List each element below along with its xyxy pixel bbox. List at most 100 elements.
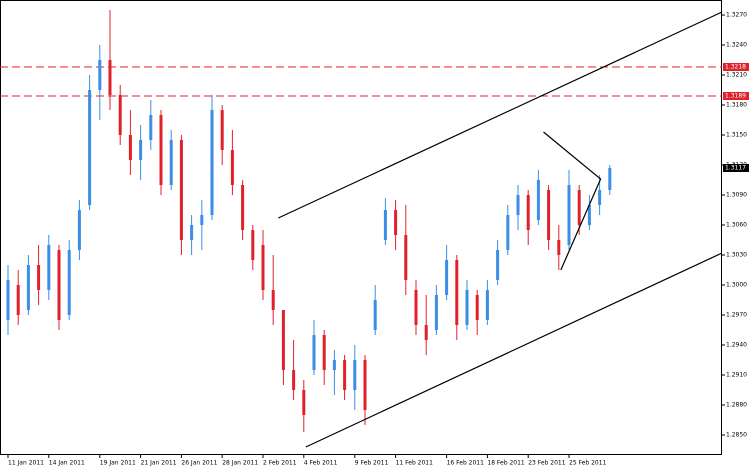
- candle-body: [404, 235, 408, 280]
- candle-body: [332, 360, 336, 370]
- candle-body: [210, 110, 214, 215]
- candle-body: [190, 225, 194, 240]
- trend-line: [278, 11, 723, 219]
- x-tick-label: 26 Jan 2011: [181, 460, 217, 467]
- x-tick-label: 11 Jan 2011: [8, 460, 44, 467]
- y-tick-label: 1.3030: [726, 252, 747, 259]
- y-tick-label: 1.3090: [726, 192, 747, 199]
- candle-body: [577, 190, 581, 225]
- candle-body: [598, 190, 602, 205]
- candle-body: [149, 115, 153, 140]
- x-tick-label: 23 Feb 2011: [528, 460, 566, 467]
- trend-line: [305, 252, 723, 448]
- level-label-box: [723, 63, 749, 71]
- candle-body: [88, 90, 92, 205]
- x-tick-label: 21 Jan 2011: [141, 460, 177, 467]
- candle-body: [485, 290, 489, 320]
- candle-body: [271, 290, 275, 310]
- candle-body: [343, 360, 347, 390]
- candle-body: [292, 370, 296, 390]
- x-tick-label: 14 Jan 2011: [49, 460, 85, 467]
- candle-body: [77, 210, 81, 250]
- candle-body: [200, 215, 204, 225]
- candle-body: [373, 300, 377, 330]
- candle-body: [312, 335, 316, 370]
- candle-body: [608, 168, 612, 190]
- candle-body: [230, 150, 234, 185]
- x-tick-label: 28 Jan 2011: [222, 460, 258, 467]
- x-tick-label: 9 Feb 2011: [355, 460, 389, 467]
- y-tick-label: 1.3210: [726, 72, 747, 79]
- candle-body: [47, 245, 51, 290]
- candle-body: [383, 210, 387, 240]
- x-tick-label: 19 Jan 2011: [100, 460, 136, 467]
- x-tick-label: 18 Feb 2011: [487, 460, 525, 467]
- y-tick-label: 1.2940: [726, 342, 747, 349]
- y-tick-label: 1.3240: [726, 42, 747, 49]
- candle-body: [475, 295, 479, 320]
- level-label-box: [723, 92, 749, 100]
- candle-body: [251, 230, 255, 260]
- candle-body: [37, 265, 41, 290]
- trend-line: [543, 131, 602, 271]
- candle-body: [587, 205, 591, 225]
- candle-body: [363, 360, 367, 410]
- candle-body: [220, 110, 224, 150]
- candle-body: [516, 195, 520, 215]
- y-tick-label: 1.3270: [726, 12, 747, 19]
- candle-body: [179, 140, 183, 240]
- candle-body: [526, 195, 530, 230]
- plot-frame: [0, 0, 722, 455]
- y-tick-label: 1.3000: [726, 282, 747, 289]
- candle-body: [567, 185, 571, 245]
- candle-body: [169, 140, 173, 185]
- candle-body: [394, 210, 398, 235]
- candle-body: [57, 250, 61, 320]
- candle-body: [16, 285, 20, 315]
- candle-body: [445, 260, 449, 295]
- candle-body: [139, 140, 143, 160]
- x-tick-label: 4 Feb 2011: [304, 460, 338, 467]
- candle-body: [118, 95, 122, 135]
- x-tick-label: 2 Feb 2011: [263, 460, 297, 467]
- candle-body: [26, 265, 30, 310]
- y-tick-label: 1.2910: [726, 372, 747, 379]
- y-tick-label: 1.2850: [726, 432, 747, 439]
- candle-body: [547, 190, 551, 240]
- candle-body: [302, 390, 306, 415]
- y-tick-label: 1.3180: [726, 102, 747, 109]
- y-tick-label: 1.2970: [726, 312, 747, 319]
- y-tick-label: 1.3060: [726, 222, 747, 229]
- candle-body: [536, 180, 540, 220]
- candle-body: [67, 250, 71, 315]
- candle-body: [241, 185, 245, 230]
- candle-body: [414, 290, 418, 325]
- candle-body: [128, 135, 132, 160]
- candle-body: [6, 280, 10, 320]
- level-label: 1.3218: [725, 64, 746, 71]
- level-label: 1.3189: [725, 93, 746, 100]
- candle-body: [434, 295, 438, 330]
- x-tick-label: 25 Feb 2011: [569, 460, 607, 467]
- x-tick-label: 11 Feb 2011: [396, 460, 434, 467]
- candle-body: [506, 215, 510, 250]
- candle-body: [261, 245, 265, 290]
- x-tick-label: 16 Feb 2011: [447, 460, 485, 467]
- current-price-label: 1.3117: [725, 165, 746, 172]
- candle-body: [353, 360, 357, 390]
- candle-body: [496, 250, 500, 280]
- candle-body: [108, 60, 112, 95]
- candle-body: [322, 335, 326, 370]
- candle-body: [424, 325, 428, 340]
- candle-body: [465, 290, 469, 325]
- candle-body: [159, 115, 163, 185]
- candle-body: [557, 240, 561, 255]
- candle-body: [281, 310, 285, 370]
- candle-body: [98, 60, 102, 90]
- y-tick-label: 1.2880: [726, 402, 747, 409]
- current-price-box: [723, 164, 749, 172]
- candle-body: [455, 260, 459, 325]
- y-tick-label: 1.3150: [726, 132, 747, 139]
